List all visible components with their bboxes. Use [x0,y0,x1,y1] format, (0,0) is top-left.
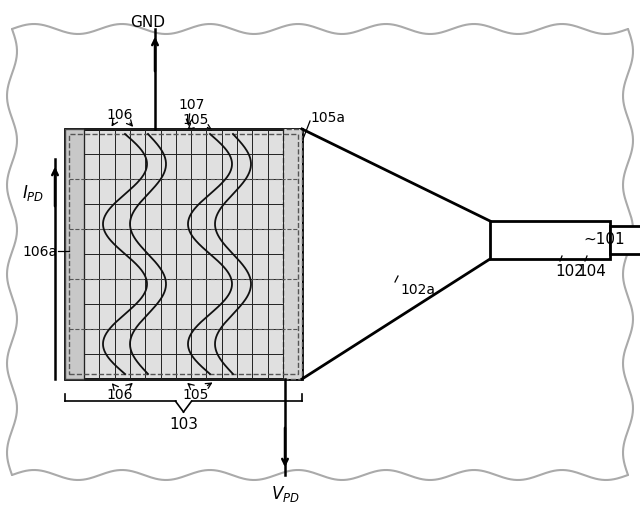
Text: 103: 103 [169,417,198,432]
Text: 105: 105 [183,113,209,127]
Text: GND: GND [130,15,165,29]
Bar [283,130,302,379]
Text: 105: 105 [183,387,209,401]
Text: $I_{PD}$: $I_{PD}$ [22,183,44,203]
Text: 106: 106 [107,387,133,401]
Text: ~101: ~101 [584,232,625,247]
Text: 102: 102 [556,264,584,279]
Text: 106a: 106a [23,244,58,259]
Bar [65,130,84,379]
Bar [283,130,302,379]
Bar [65,130,302,379]
Text: 106: 106 [107,108,133,122]
Text: 104: 104 [577,264,607,279]
Bar [65,130,84,379]
Text: 107: 107 [179,98,205,112]
Bar [610,227,640,255]
Text: $V_{PD}$: $V_{PD}$ [271,483,300,503]
Bar [69,135,298,374]
Text: 102a: 102a [400,282,435,296]
Bar [490,222,610,260]
Text: 105a: 105a [310,111,345,125]
